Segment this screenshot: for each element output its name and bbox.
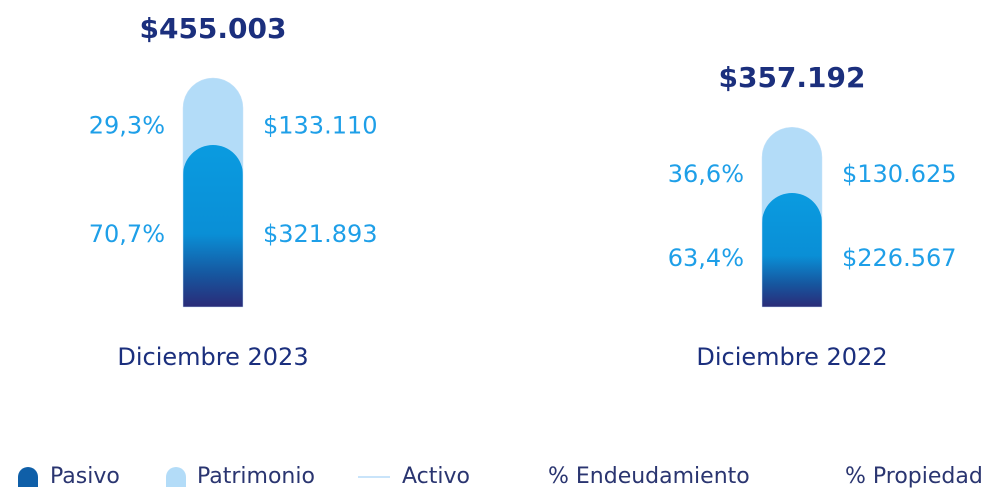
bar-activo-outline bbox=[182, 77, 244, 308]
percent-label: 70,7% bbox=[89, 220, 165, 248]
bar-activo-outline bbox=[761, 127, 823, 308]
category-label: Diciembre 2023 bbox=[117, 343, 308, 371]
legend-label: % Propiedad bbox=[845, 464, 983, 489]
legend-label: % Endeudamiento bbox=[548, 464, 750, 489]
legend-label: Activo bbox=[402, 464, 470, 489]
total-label: $357.192 bbox=[718, 61, 865, 94]
bar-pasivo bbox=[762, 192, 822, 307]
legend-label: Pasivo bbox=[50, 464, 120, 489]
legend-icon bbox=[166, 467, 186, 487]
percent-label: 29,3% bbox=[89, 111, 165, 139]
value-label: $321.893 bbox=[263, 220, 378, 248]
legend-icon bbox=[18, 467, 38, 487]
percent-label: 36,6% bbox=[668, 160, 744, 188]
legend-label: Patrimonio bbox=[197, 464, 315, 489]
category-label: Diciembre 2022 bbox=[696, 343, 887, 371]
bar-pasivo bbox=[183, 144, 244, 307]
value-label: $226.567 bbox=[842, 244, 957, 272]
value-label: $133.110 bbox=[263, 111, 378, 139]
percent-label: 63,4% bbox=[668, 244, 744, 272]
total-label: $455.003 bbox=[139, 12, 286, 45]
value-label: $130.625 bbox=[842, 160, 957, 188]
